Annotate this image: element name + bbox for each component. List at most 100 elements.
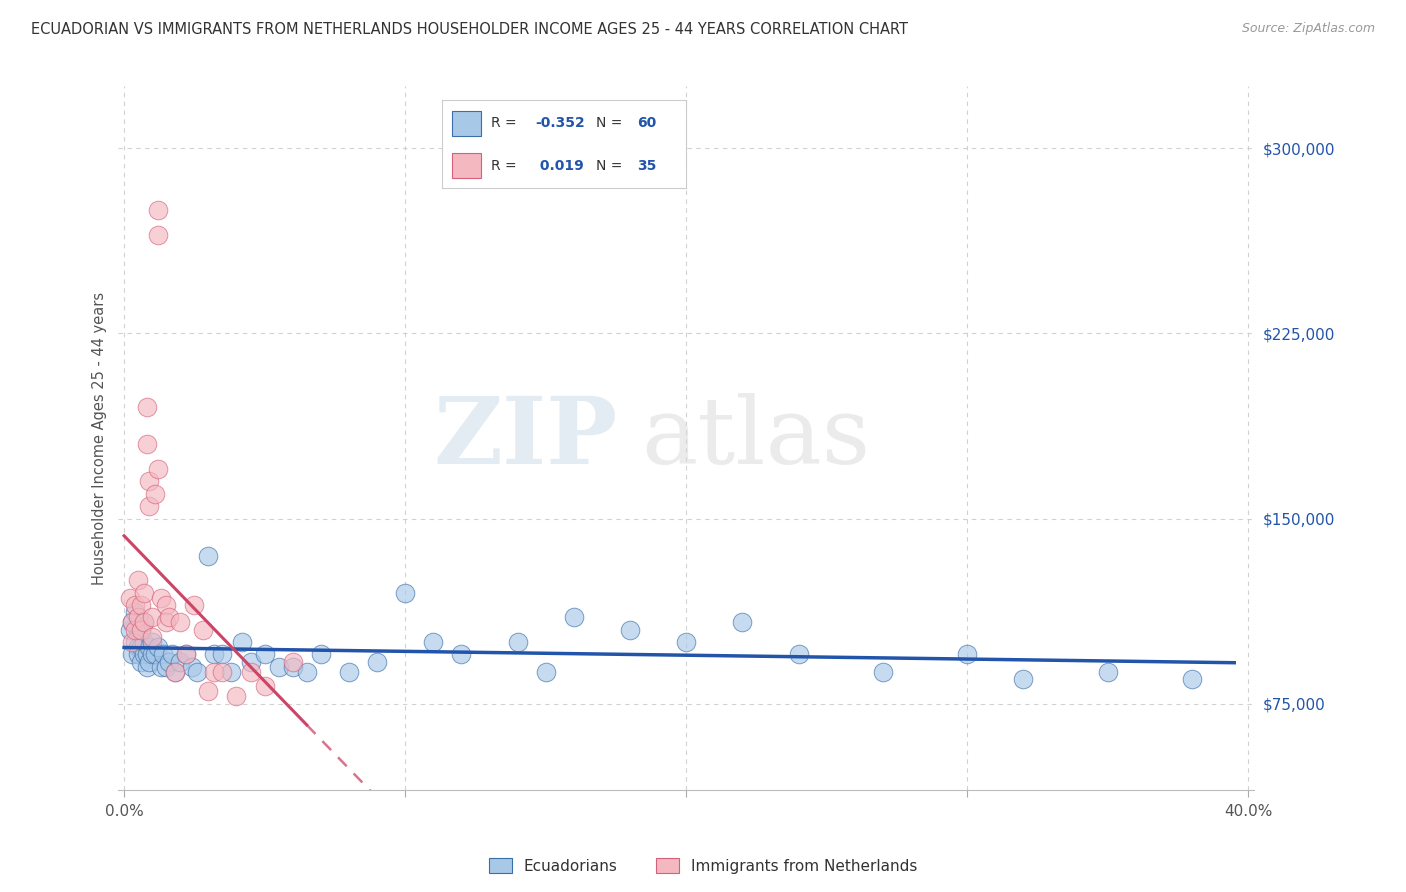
Point: [127, 623, 149, 637]
Point: [132, 585, 155, 599]
Point: [155, 615, 177, 630]
Point: [157, 655, 180, 669]
Point: [129, 623, 152, 637]
Point: [225, 690, 247, 704]
Point: [872, 665, 894, 679]
Point: [191, 623, 214, 637]
Y-axis label: Householder Income Ages 25 - 44 years: Householder Income Ages 25 - 44 years: [93, 292, 107, 585]
Text: Source: ZipAtlas.com: Source: ZipAtlas.com: [1241, 22, 1375, 36]
Point: [239, 665, 262, 679]
Point: [149, 591, 172, 605]
Point: [121, 635, 143, 649]
Point: [174, 648, 197, 662]
Point: [155, 598, 177, 612]
Point: [295, 665, 318, 679]
Point: [155, 659, 177, 673]
Point: [135, 648, 157, 662]
Point: [534, 665, 557, 679]
Point: [157, 610, 180, 624]
Point: [211, 665, 233, 679]
Point: [253, 680, 276, 694]
Point: [267, 659, 290, 673]
Point: [1181, 672, 1204, 686]
Point: [183, 598, 205, 612]
Point: [450, 648, 472, 662]
Point: [731, 615, 754, 630]
Point: [211, 648, 233, 662]
Point: [394, 585, 416, 599]
Point: [422, 635, 444, 649]
Point: [138, 655, 160, 669]
Point: [146, 640, 169, 654]
Point: [141, 630, 163, 644]
Point: [138, 475, 160, 489]
Text: ECUADORIAN VS IMMIGRANTS FROM NETHERLANDS HOUSEHOLDER INCOME AGES 25 - 44 YEARS : ECUADORIAN VS IMMIGRANTS FROM NETHERLAND…: [31, 22, 908, 37]
Point: [1012, 672, 1035, 686]
Point: [146, 202, 169, 217]
Point: [169, 615, 191, 630]
Point: [129, 598, 152, 612]
Text: ZIP: ZIP: [434, 393, 619, 483]
Point: [281, 659, 304, 673]
Point: [337, 665, 360, 679]
Point: [132, 648, 155, 662]
Point: [135, 401, 157, 415]
Point: [124, 605, 146, 619]
Point: [169, 655, 191, 669]
Point: [127, 573, 149, 587]
Point: [619, 623, 641, 637]
Point: [202, 665, 225, 679]
Text: atlas: atlas: [641, 393, 870, 483]
Point: [118, 623, 141, 637]
Point: [135, 437, 157, 451]
Point: [127, 640, 149, 654]
Point: [197, 549, 219, 563]
Point: [141, 610, 163, 624]
Point: [132, 635, 155, 649]
Point: [231, 635, 253, 649]
Point: [675, 635, 697, 649]
Point: [160, 648, 183, 662]
Point: [366, 655, 388, 669]
Point: [124, 598, 146, 612]
Point: [787, 648, 810, 662]
Point: [127, 648, 149, 662]
Point: [309, 648, 332, 662]
Point: [202, 648, 225, 662]
Point: [253, 648, 276, 662]
Point: [143, 487, 166, 501]
Point: [146, 462, 169, 476]
Point: [146, 227, 169, 242]
Point: [1097, 665, 1119, 679]
Point: [180, 659, 202, 673]
Point: [149, 659, 172, 673]
Point: [127, 610, 149, 624]
Point: [174, 648, 197, 662]
Point: [219, 665, 242, 679]
Point: [239, 655, 262, 669]
Point: [121, 648, 143, 662]
Point: [129, 640, 152, 654]
Point: [163, 665, 186, 679]
Point: [152, 648, 174, 662]
Point: [506, 635, 529, 649]
Point: [141, 635, 163, 649]
Point: [163, 665, 186, 679]
Point: [132, 615, 155, 630]
Point: [138, 499, 160, 513]
Legend: Ecuadorians, Immigrants from Netherlands: Ecuadorians, Immigrants from Netherlands: [482, 852, 924, 880]
Point: [121, 615, 143, 630]
Point: [121, 615, 143, 630]
Point: [129, 655, 152, 669]
Point: [129, 623, 152, 637]
Point: [124, 635, 146, 649]
Point: [135, 659, 157, 673]
Point: [138, 640, 160, 654]
Point: [143, 648, 166, 662]
Point: [197, 684, 219, 698]
Point: [118, 591, 141, 605]
Point: [281, 655, 304, 669]
Point: [186, 665, 208, 679]
Point: [132, 615, 155, 630]
Point: [141, 648, 163, 662]
